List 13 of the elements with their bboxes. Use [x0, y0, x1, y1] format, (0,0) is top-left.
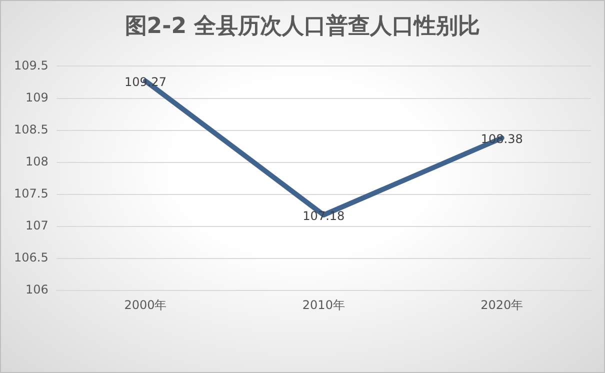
y-tick-label: 109.5: [14, 58, 48, 72]
x-tick-label: 2000年: [124, 298, 167, 312]
chart-title: 图2-2 全县历次人口普查人口性别比: [124, 12, 482, 41]
y-tick-label: 108.5: [14, 122, 48, 136]
y-tick-label: 107.5: [14, 186, 48, 201]
data-label: 107.18: [302, 209, 345, 224]
y-tick-label: 106.5: [14, 250, 48, 265]
y-tick-label: 107: [25, 218, 48, 233]
y-tick-label: 109: [25, 90, 48, 104]
y-tick-label: 108: [25, 154, 48, 168]
x-tick-label: 2010年: [302, 298, 345, 312]
y-tick-label: 106: [25, 282, 48, 297]
x-tick-label: 2020年: [480, 298, 524, 312]
